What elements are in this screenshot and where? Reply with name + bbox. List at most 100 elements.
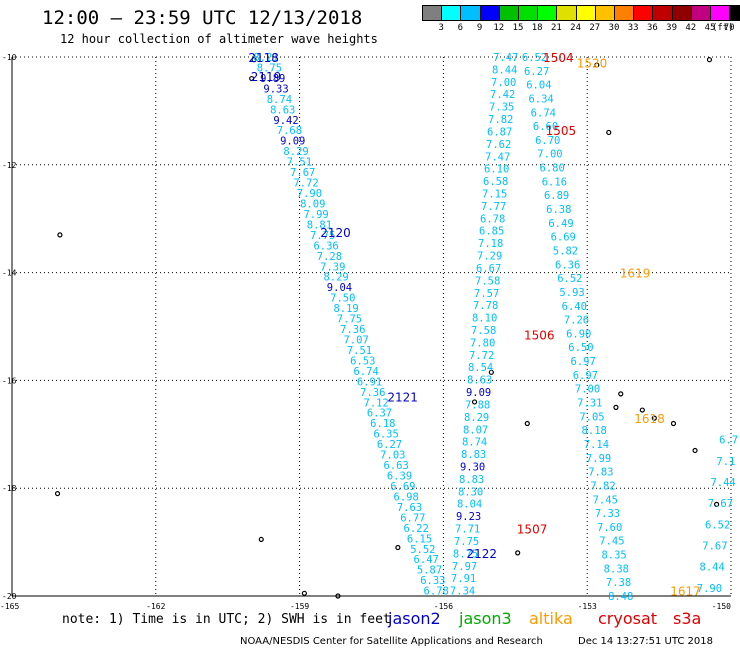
wave-height-value: 6.63	[384, 460, 409, 472]
wave-height-value: 7.38	[606, 577, 631, 589]
wave-height-value: 7.44	[710, 477, 735, 489]
wave-height-value: 9.09	[280, 136, 305, 148]
generated-timestamp: Dec 14 13:27:51 UTC 2018	[578, 636, 713, 647]
wave-height-value: 6.89	[544, 190, 569, 202]
wave-height-value: 7.67	[290, 167, 315, 179]
color-scale-unit: (ft)	[712, 23, 734, 33]
wave-height-value: 6.36	[555, 259, 580, 271]
wave-height-value: 7.75	[454, 536, 479, 548]
color-scale-label: 33	[627, 23, 639, 33]
wave-height-value: 7.45	[599, 536, 624, 548]
wave-height-value: 8.63	[270, 104, 295, 116]
wave-height-value: 6.04	[526, 80, 551, 92]
wave-height-value: 7.57	[474, 288, 499, 300]
wave-height-value: 8.07	[463, 424, 488, 436]
wave-height-value: 8.74	[462, 437, 487, 449]
satellite-legend-jason2: jason2	[388, 609, 441, 628]
wave-height-value: 9.30	[460, 462, 485, 474]
wave-height-value: 8.29	[283, 146, 308, 158]
pass-label: 2119	[251, 70, 282, 84]
wave-height-value: 7.07	[343, 334, 368, 346]
pass-label: 2122	[466, 547, 497, 561]
island-marker	[613, 404, 619, 410]
wave-height-value: 7.99	[303, 209, 328, 221]
lat-tick-label: -18	[2, 484, 17, 493]
wave-height-value: 6.67	[476, 263, 501, 275]
island-marker	[488, 369, 494, 375]
color-scale-label: 15	[512, 23, 524, 33]
wave-height-value: 6.52	[705, 519, 730, 531]
wave-height-value: 5.93	[559, 287, 584, 299]
wave-height-value: 7.42	[490, 89, 515, 101]
pass-label: 2120	[320, 226, 351, 240]
wave-height-value: 8.74	[267, 94, 292, 106]
wave-height-value: 6.85	[479, 226, 504, 238]
wave-height-value: 8.21	[253, 52, 278, 64]
satellite-legend-cryosat: cryosat	[598, 609, 658, 628]
color-scale-swatch	[729, 5, 740, 21]
wave-height-value: 6.37	[367, 408, 392, 420]
wave-height-value: 7.47	[493, 52, 518, 64]
wave-height-value: 8.83	[461, 449, 486, 461]
color-scale-label: 39	[666, 23, 678, 33]
wave-height-value: 7.39	[320, 261, 345, 273]
wave-height-value: 8.04	[457, 499, 482, 511]
island-marker	[57, 232, 63, 238]
island-marker	[714, 501, 720, 507]
wave-height-value: 7.68	[277, 125, 302, 137]
island-marker	[251, 57, 257, 63]
wave-height-value: 6.18	[370, 418, 395, 430]
wave-height-value: 6.69	[390, 481, 415, 493]
wave-height-value: 8.63	[467, 375, 492, 387]
wave-height-value: 7.97	[452, 561, 477, 573]
wave-height-value: 8.83	[459, 474, 484, 486]
wave-height-value: 6.58	[483, 176, 508, 188]
wave-height-value: 7.77	[481, 201, 506, 213]
wave-height-value: 5.82	[553, 245, 578, 257]
wave-height-value: 5.52	[410, 544, 435, 556]
wave-height-value: 7.72	[293, 178, 318, 190]
wave-height-value: 7.78	[473, 300, 498, 312]
island-marker	[335, 593, 341, 599]
lon-tick-label: -165	[0, 602, 19, 611]
wave-height-value: 8.29	[464, 412, 489, 424]
satellite-legend-s3a: s3a	[673, 609, 702, 628]
color-scale-label: 42	[685, 23, 697, 33]
wave-height-value: 7.99	[586, 453, 611, 465]
wave-height-value: 7.51	[347, 345, 372, 357]
lat-tick-label: -14	[2, 269, 17, 278]
wave-height-value: 6.35	[374, 429, 399, 441]
island-marker	[54, 490, 61, 497]
wave-height-value: 7.91	[451, 573, 476, 585]
wave-height-value: 6.49	[548, 218, 573, 230]
wave-height-value: 6.34	[528, 93, 553, 105]
wave-height-value: 8.54	[468, 362, 493, 374]
wave-height-value: 8.09	[300, 198, 325, 210]
wave-height-value: 8.19	[333, 303, 358, 315]
wave-height-value: 7.67	[708, 498, 733, 510]
satellite-legend-altika: altika	[529, 609, 573, 628]
wave-height-value: 9.09	[466, 387, 491, 399]
lon-tick-label: -159	[290, 602, 309, 611]
wave-height-value: 6.27	[377, 439, 402, 451]
wave-height-value: 7.14	[584, 439, 609, 451]
wave-height-value: 7.18	[478, 238, 503, 250]
wave-height-value: 8.81	[307, 219, 332, 231]
wave-height-value: 6.53	[350, 355, 375, 367]
color-scale-label: 27	[589, 23, 601, 33]
wave-height-value: 6.22	[404, 523, 429, 535]
wave-height-value: 6.77	[400, 512, 425, 524]
color-scale-label: 45	[704, 23, 716, 33]
pass-label: 2121	[387, 391, 418, 405]
color-scale-label: 12	[493, 23, 505, 33]
island-marker	[258, 536, 264, 543]
island-marker	[515, 550, 521, 556]
wave-height-value: 6.80	[540, 163, 565, 175]
pass-label: 1618	[634, 412, 665, 426]
wave-height-value: 7.90	[297, 188, 322, 200]
credit-line: NOAA/NESDIS Center for Satellite Applica…	[240, 636, 543, 647]
wave-height-value: 8.75	[453, 548, 478, 560]
wave-height-value: 8.44	[700, 562, 725, 574]
wave-height-value: 7.00	[575, 384, 600, 396]
wave-height-value: 5.87	[417, 565, 442, 577]
